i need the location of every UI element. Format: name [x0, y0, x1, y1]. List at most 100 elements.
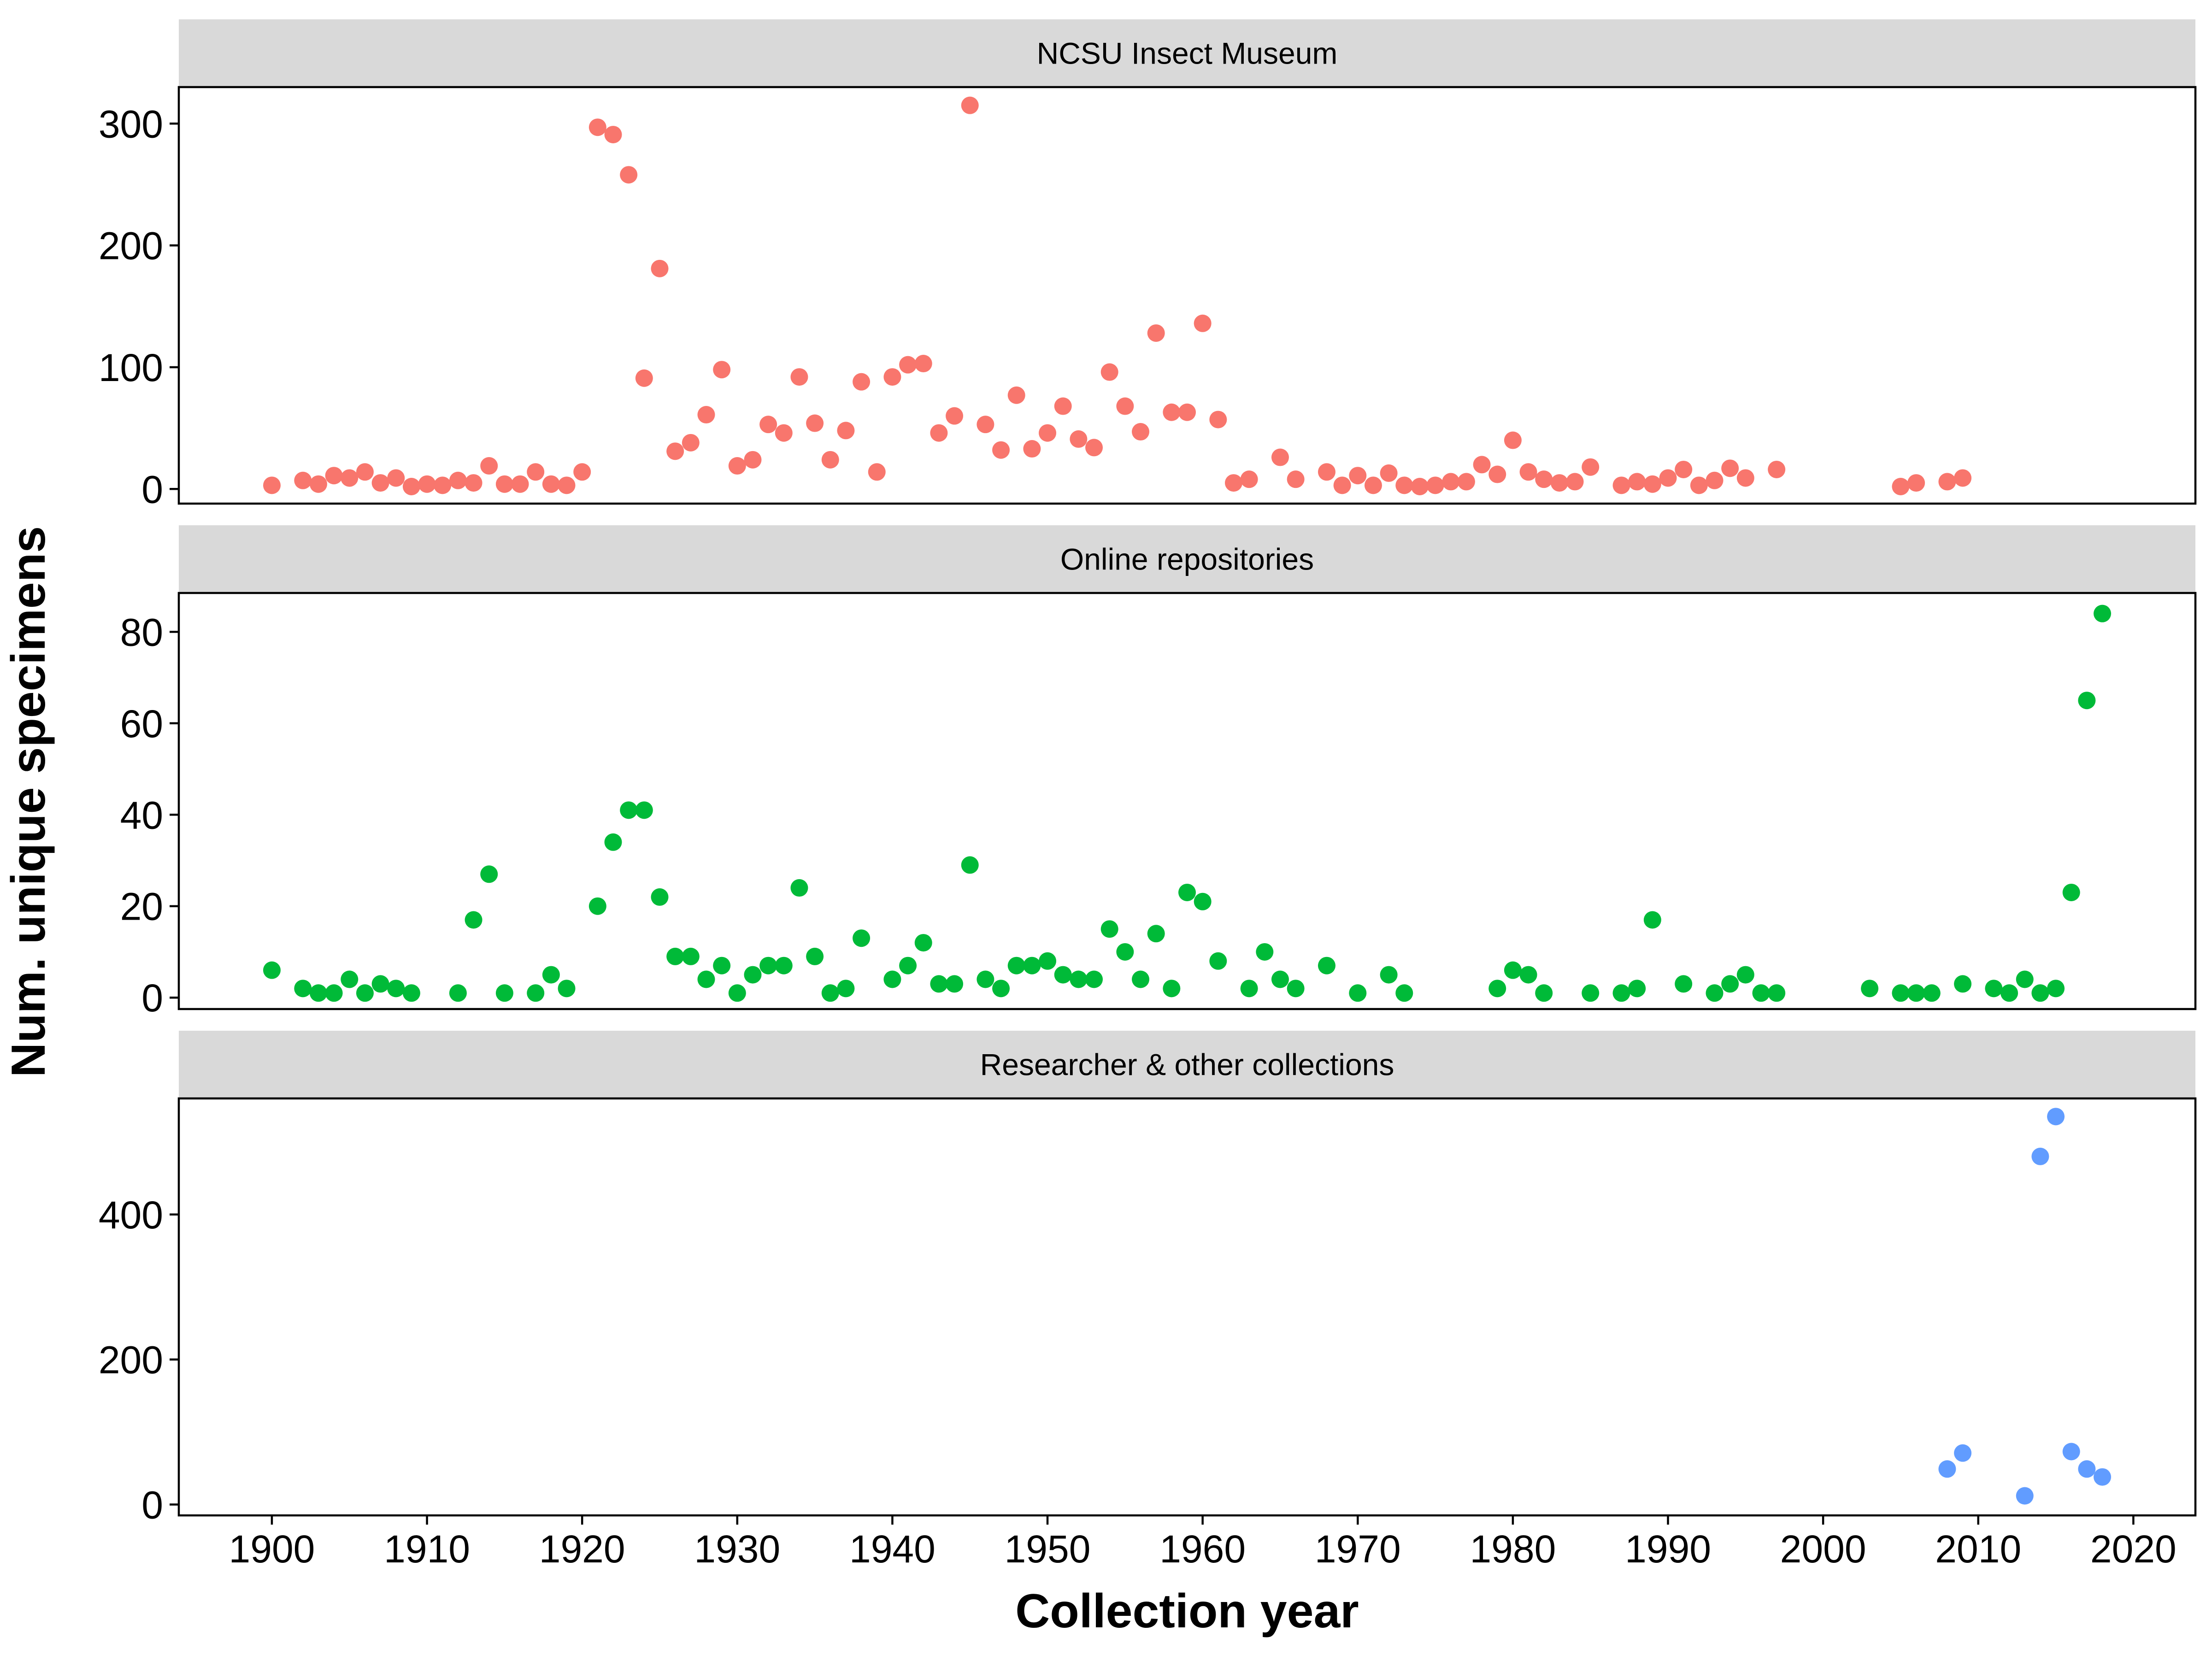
data-point	[883, 368, 901, 386]
data-point	[1457, 473, 1475, 491]
data-point	[868, 463, 886, 481]
data-point	[2016, 970, 2034, 988]
y-tick-label: 0	[141, 1483, 163, 1526]
data-point	[1178, 403, 1196, 421]
y-tick-label: 100	[99, 346, 163, 389]
data-point	[1116, 943, 1134, 961]
data-point	[1007, 957, 1025, 974]
y-tick-label: 0	[141, 976, 163, 1020]
data-point	[1954, 1444, 1972, 1462]
data-point	[542, 475, 560, 493]
panel-2: Online repositories 0 20 40 60 80	[120, 525, 2197, 1020]
data-point	[806, 947, 824, 965]
data-point	[821, 984, 839, 1002]
data-point	[1287, 470, 1305, 488]
data-point	[449, 471, 467, 489]
panel-1: NCSU Insect Museum 0 100 200 300	[99, 19, 2197, 511]
data-point	[325, 467, 343, 485]
data-point	[821, 451, 839, 469]
data-point	[1240, 470, 1258, 488]
data-point	[1039, 424, 1057, 442]
y-tick-label: 200	[99, 1338, 163, 1382]
data-point	[1954, 975, 1972, 993]
data-point	[356, 463, 374, 481]
data-point	[449, 984, 467, 1002]
data-point	[588, 118, 606, 136]
data-point	[1566, 473, 1584, 491]
x-tick-label: 1920	[539, 1527, 625, 1571]
data-point	[371, 975, 389, 993]
data-point	[1380, 464, 1398, 482]
data-point	[1147, 925, 1165, 943]
y-tick-label: 200	[99, 224, 163, 268]
data-point	[263, 476, 281, 494]
strip-background	[179, 19, 2195, 87]
panel-frame	[177, 592, 2197, 1010]
data-point	[1690, 476, 1708, 494]
y-tick-label: 300	[99, 102, 163, 146]
data-point	[2000, 984, 2018, 1002]
y-tick-label: 400	[99, 1193, 163, 1237]
x-axis-title: Collection year	[1015, 1585, 1359, 1638]
data-point	[713, 957, 731, 974]
data-point	[511, 475, 529, 493]
x-tick-label: 2000	[1780, 1527, 1866, 1571]
data-point	[837, 422, 855, 440]
data-point	[309, 984, 327, 1002]
data-point	[1752, 984, 1770, 1002]
data-point	[1349, 467, 1367, 485]
data-point	[387, 980, 405, 998]
data-point	[2047, 1108, 2065, 1126]
data-point	[713, 361, 731, 379]
data-point	[837, 980, 855, 998]
data-point	[1132, 423, 1150, 441]
data-point	[325, 984, 343, 1002]
data-point	[790, 879, 808, 897]
data-point	[961, 856, 979, 874]
data-point	[1938, 473, 1956, 491]
data-point	[1519, 463, 1537, 481]
data-point	[1209, 952, 1227, 970]
data-point	[620, 801, 638, 819]
data-point	[1675, 975, 1693, 993]
data-point	[1333, 476, 1351, 494]
data-point	[977, 416, 994, 434]
data-point	[558, 476, 576, 494]
data-point	[1675, 460, 1693, 478]
data-point	[775, 424, 793, 442]
data-point	[1100, 920, 1118, 938]
y-tick-label: 60	[120, 702, 163, 745]
data-point	[1256, 943, 1274, 961]
data-point	[1519, 966, 1537, 984]
data-point	[1892, 984, 1910, 1002]
x-axis: 1900 1910 1920 1930 1940 1950 1960 1970 1980 1990…	[229, 1515, 2177, 1571]
x-tick-label: 1960	[1159, 1527, 1246, 1571]
data-point	[1612, 476, 1630, 494]
data-point	[1271, 970, 1289, 988]
strip-label: Online repositories	[1060, 542, 1314, 576]
data-point	[1054, 966, 1072, 984]
data-point	[899, 957, 917, 974]
x-tick-label: 1910	[384, 1527, 470, 1571]
data-point	[682, 434, 700, 452]
data-point	[697, 970, 715, 988]
data-point	[1364, 476, 1382, 494]
data-point	[1768, 460, 1786, 478]
data-point	[1628, 473, 1646, 491]
data-point	[651, 888, 669, 906]
data-point	[495, 984, 513, 1002]
data-point	[2016, 1487, 2034, 1505]
data-point	[480, 457, 498, 475]
data-point	[1085, 970, 1103, 988]
data-point	[294, 471, 312, 489]
data-point	[1985, 980, 2003, 998]
data-point	[946, 407, 964, 425]
data-point	[402, 477, 420, 495]
data-point	[263, 961, 281, 979]
data-point	[1861, 980, 1879, 998]
data-point	[759, 957, 777, 974]
y-axis-title: Num. unique specimens	[2, 526, 55, 1077]
panel-3: Researcher & other collections 0 200 400	[99, 1031, 2197, 1526]
y-tick-label: 80	[120, 610, 163, 654]
